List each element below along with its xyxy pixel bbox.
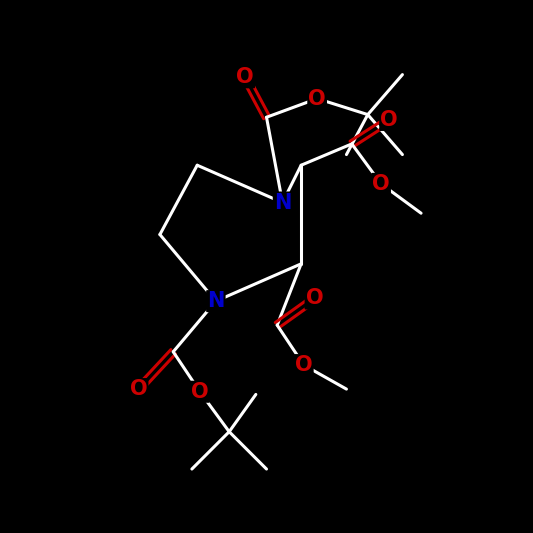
Text: O: O (130, 379, 148, 399)
Text: O: O (308, 88, 326, 109)
Text: N: N (207, 291, 224, 311)
Text: O: O (191, 382, 209, 402)
Text: O: O (236, 67, 254, 87)
Text: O: O (305, 288, 324, 309)
Text: O: O (380, 110, 398, 130)
Text: O: O (372, 174, 390, 194)
Text: O: O (295, 355, 313, 375)
Text: N: N (274, 192, 291, 213)
